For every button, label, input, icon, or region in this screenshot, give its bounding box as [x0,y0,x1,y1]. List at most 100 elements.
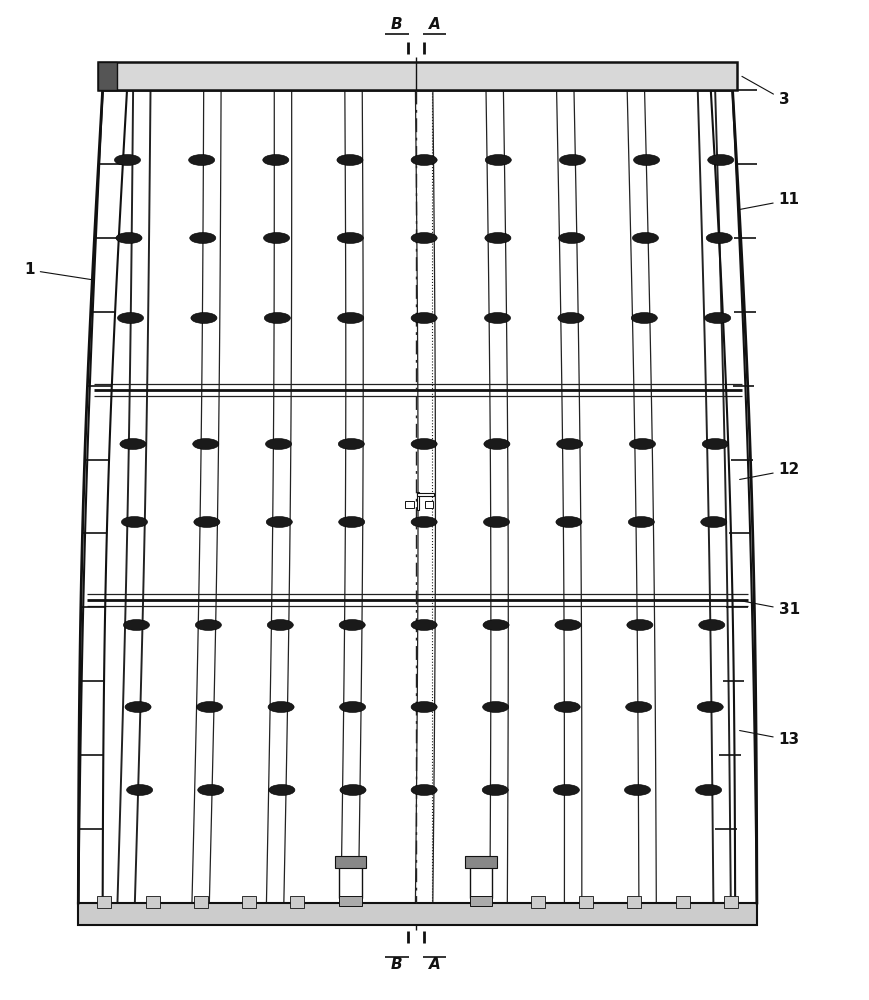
Ellipse shape [411,619,437,631]
Bar [723,896,737,908]
Ellipse shape [126,784,152,796]
Ellipse shape [633,154,659,165]
Ellipse shape [484,232,510,243]
Text: 3: 3 [741,76,788,107]
Ellipse shape [482,702,508,712]
Ellipse shape [558,232,584,243]
Bar [194,896,208,908]
Ellipse shape [267,619,293,631]
Ellipse shape [194,516,220,528]
Bar [675,896,689,908]
Ellipse shape [482,619,508,631]
Ellipse shape [481,784,507,796]
Bar [416,492,419,510]
Ellipse shape [264,312,290,324]
Bar [424,501,433,508]
Ellipse shape [706,232,732,243]
Ellipse shape [483,438,509,450]
Ellipse shape [554,702,580,712]
Text: B: B [390,957,402,972]
Ellipse shape [410,154,436,165]
Bar [339,858,362,898]
Ellipse shape [265,438,291,450]
Ellipse shape [193,438,219,450]
Ellipse shape [700,516,726,528]
Ellipse shape [484,312,510,324]
Bar [97,896,111,908]
Ellipse shape [411,516,437,528]
Ellipse shape [263,232,289,243]
Text: 12: 12 [739,462,799,479]
Ellipse shape [268,702,294,712]
Bar [416,493,434,496]
Ellipse shape [557,312,583,324]
Bar [98,62,117,90]
Ellipse shape [339,702,365,712]
Ellipse shape [485,154,511,165]
Bar [145,896,159,908]
Ellipse shape [410,232,436,243]
Ellipse shape [122,516,148,528]
Ellipse shape [338,516,364,528]
Ellipse shape [340,784,366,796]
Ellipse shape [706,154,733,165]
Ellipse shape [339,619,365,631]
Bar [335,856,366,868]
Ellipse shape [190,312,216,324]
Ellipse shape [627,516,653,528]
Ellipse shape [411,702,437,712]
Bar [465,856,496,868]
Ellipse shape [624,784,650,796]
Text: B: B [390,17,402,32]
Ellipse shape [625,702,651,712]
Bar [469,896,492,906]
Text: 13: 13 [739,731,799,748]
Bar [98,62,736,90]
Ellipse shape [553,784,579,796]
Bar [530,896,544,908]
Ellipse shape [410,312,436,324]
Ellipse shape [556,438,582,450]
Text: A: A [428,17,441,32]
Ellipse shape [411,784,437,796]
Ellipse shape [704,312,730,324]
Ellipse shape [116,232,142,243]
Text: A: A [428,957,441,972]
Ellipse shape [336,154,362,165]
Ellipse shape [632,232,658,243]
Bar [339,896,362,906]
Ellipse shape [120,438,146,450]
Bar [627,896,640,908]
Ellipse shape [115,154,141,165]
Ellipse shape [701,438,727,450]
Ellipse shape [696,702,722,712]
Ellipse shape [196,702,222,712]
Ellipse shape [117,312,143,324]
Ellipse shape [189,232,216,243]
Ellipse shape [626,619,652,631]
Ellipse shape [269,784,295,796]
Ellipse shape [631,312,657,324]
Ellipse shape [559,154,585,165]
Ellipse shape [555,516,581,528]
Ellipse shape [123,619,149,631]
Ellipse shape [266,516,292,528]
Ellipse shape [337,232,363,243]
Bar [78,903,756,925]
Ellipse shape [337,312,363,324]
Ellipse shape [554,619,580,631]
Bar [579,896,593,908]
Ellipse shape [628,438,654,450]
Bar [242,896,255,908]
Text: 1: 1 [24,262,91,280]
Bar [290,896,304,908]
Ellipse shape [196,619,222,631]
Ellipse shape [125,702,151,712]
Ellipse shape [338,438,364,450]
Ellipse shape [262,154,289,165]
Ellipse shape [698,619,724,631]
Ellipse shape [410,438,436,450]
Bar [469,858,492,898]
Ellipse shape [197,784,223,796]
Text: 31: 31 [739,601,799,617]
